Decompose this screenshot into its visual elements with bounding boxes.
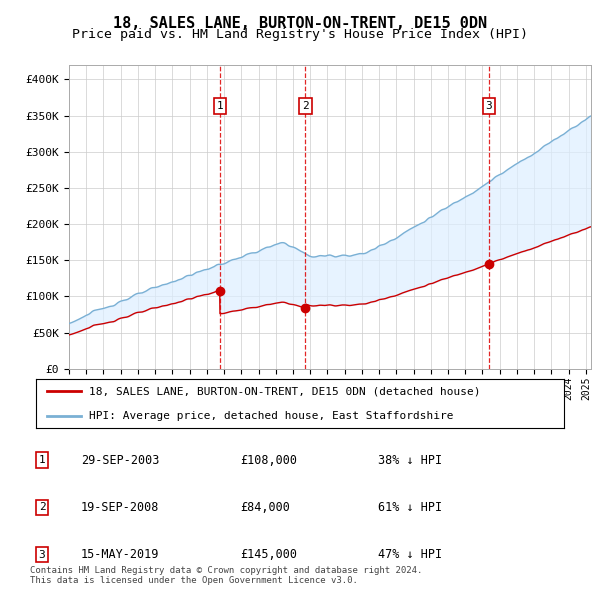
Text: £108,000: £108,000 [240,454,297,467]
Text: 29-SEP-2003: 29-SEP-2003 [81,454,160,467]
Text: 18, SALES LANE, BURTON-ON-TRENT, DE15 0DN (detached house): 18, SALES LANE, BURTON-ON-TRENT, DE15 0D… [89,386,481,396]
Text: 1: 1 [217,101,223,111]
Text: 3: 3 [485,101,492,111]
Text: 1: 1 [38,455,46,465]
Text: 18, SALES LANE, BURTON-ON-TRENT, DE15 0DN: 18, SALES LANE, BURTON-ON-TRENT, DE15 0D… [113,16,487,31]
Text: 3: 3 [38,550,46,559]
Text: 61% ↓ HPI: 61% ↓ HPI [378,501,442,514]
Text: 19-SEP-2008: 19-SEP-2008 [81,501,160,514]
Text: 2: 2 [38,503,46,512]
Text: 38% ↓ HPI: 38% ↓ HPI [378,454,442,467]
Text: HPI: Average price, detached house, East Staffordshire: HPI: Average price, detached house, East… [89,411,454,421]
Text: Contains HM Land Registry data © Crown copyright and database right 2024.
This d: Contains HM Land Registry data © Crown c… [30,566,422,585]
Text: 15-MAY-2019: 15-MAY-2019 [81,548,160,561]
Text: Price paid vs. HM Land Registry's House Price Index (HPI): Price paid vs. HM Land Registry's House … [72,28,528,41]
Text: 2: 2 [302,101,309,111]
Text: 47% ↓ HPI: 47% ↓ HPI [378,548,442,561]
Text: £84,000: £84,000 [240,501,290,514]
Text: £145,000: £145,000 [240,548,297,561]
